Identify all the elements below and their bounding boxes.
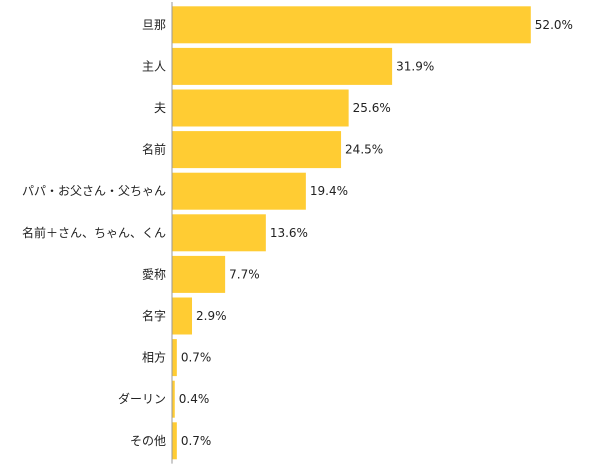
value-label-6: 7.7% — [229, 267, 260, 281]
bars-group — [172, 6, 531, 460]
category-label-2: 夫 — [154, 101, 166, 115]
value-labels: 52.0% 31.9% 25.6% 24.5% 19.4% 13.6% 7.7% 2.9% 0.… — [179, 18, 573, 448]
value-label-4: 19.4% — [310, 184, 348, 198]
bar-5 — [172, 214, 266, 252]
category-label-0: 旦那 — [142, 18, 166, 32]
category-label-4: パパ・お父さん・父ちゃん — [22, 184, 166, 198]
category-label-5: 名前＋さん、ちゃん、くん — [22, 225, 166, 240]
bar-8 — [172, 339, 177, 377]
category-label-9: ダーリン — [118, 391, 166, 406]
bar-4 — [172, 172, 306, 210]
category-label-8: 相方 — [142, 350, 166, 365]
bar-0 — [172, 6, 531, 44]
category-label-7: 名字 — [142, 308, 166, 323]
bar-9 — [172, 380, 175, 418]
category-label-10: その他 — [130, 434, 166, 448]
category-label-6: 愛称 — [142, 267, 166, 281]
value-label-9: 0.4% — [179, 392, 210, 406]
value-label-10: 0.7% — [181, 434, 212, 448]
value-label-8: 0.7% — [181, 351, 212, 365]
value-label-1: 31.9% — [396, 59, 434, 73]
bar-1 — [172, 47, 393, 85]
value-label-7: 2.9% — [196, 309, 227, 323]
bar-2 — [172, 89, 349, 127]
value-label-5: 13.6% — [270, 226, 308, 240]
value-label-2: 25.6% — [353, 101, 391, 115]
category-labels: 旦那主人夫名前パパ・お父さん・父ちゃん名前＋さん、ちゃん、くん愛称名字相方ダーリ… — [22, 18, 166, 448]
bar-3 — [172, 131, 342, 169]
bar-10 — [172, 422, 177, 460]
category-label-1: 主人 — [142, 59, 166, 73]
bar-7 — [172, 297, 193, 335]
bar-6 — [172, 255, 226, 293]
value-label-3: 24.5% — [345, 143, 383, 157]
category-label-3: 名前 — [142, 142, 166, 157]
value-label-0: 52.0% — [535, 18, 573, 32]
